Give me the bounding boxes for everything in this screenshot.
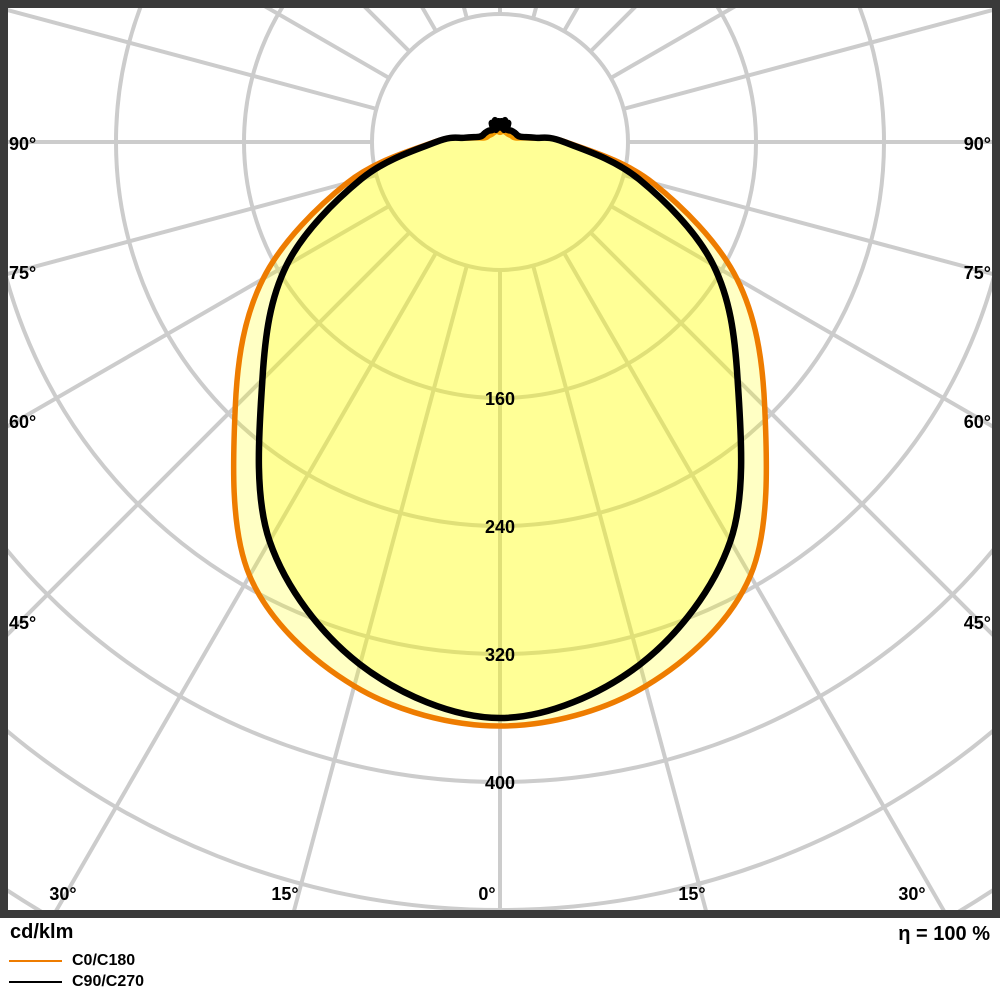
plot-area <box>8 8 992 910</box>
grid-ray <box>609 204 992 429</box>
angle-label-left: 45° <box>9 613 36 633</box>
grid-ray <box>8 173 377 276</box>
grid-ray <box>623 8 992 111</box>
grid-ray <box>54 251 438 910</box>
polar-chart: 160 240 320 400 90° 75° 60° 45° 90° 75° 60° 45° 30° 1… <box>0 0 1000 918</box>
grid-ray <box>292 265 469 910</box>
angle-label-left: 60° <box>9 412 36 432</box>
angle-label-right: 60° <box>964 412 991 432</box>
angle-label-right: 90° <box>964 134 991 154</box>
radial-tick-label: 320 <box>485 645 515 665</box>
grid-ray <box>623 173 992 276</box>
chart-labels: 160 240 320 400 90° 75° 60° 45° 90° 75° 60° 45° 30° 1… <box>9 134 991 904</box>
angle-label-bottom: 15° <box>271 884 298 904</box>
radial-tick-label: 160 <box>485 389 515 409</box>
unit-label: cd/klm <box>10 921 74 943</box>
angle-label-bottom: 0° <box>478 884 495 904</box>
grid-ray <box>8 8 377 111</box>
angle-label-left: 75° <box>9 263 36 283</box>
angle-label-right: 75° <box>964 263 991 283</box>
series-c90-c270 <box>255 116 745 722</box>
polar-grid <box>8 8 992 910</box>
efficiency-label: η = 100 % <box>898 923 990 945</box>
angle-label-bottom: 30° <box>49 884 76 904</box>
c0-c180-line-swatch <box>9 960 62 962</box>
radial-tick-label: 240 <box>485 517 515 537</box>
radial-tick-label: 400 <box>485 773 515 793</box>
grid-ray <box>8 231 411 637</box>
angle-label-bottom: 30° <box>898 884 925 904</box>
grid-ray <box>562 251 946 910</box>
plot-frame <box>0 0 1000 918</box>
angle-label-left: 90° <box>9 134 36 154</box>
grid-ray <box>8 204 391 429</box>
grid-ray <box>531 265 708 910</box>
angle-label-right: 45° <box>964 613 991 633</box>
footer: cd/klm η = 100 % C0/C180 C90/C270 <box>0 918 1000 1000</box>
grid-ray <box>589 231 992 637</box>
angle-label-bottom: 15° <box>678 884 705 904</box>
c90-c270-line-swatch <box>9 981 62 983</box>
legend-label: C0/C180 <box>72 952 136 969</box>
legend-label: C90/C270 <box>72 973 145 990</box>
